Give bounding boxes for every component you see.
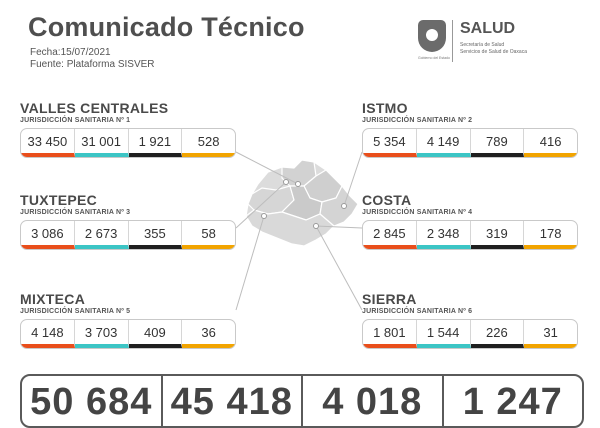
value-2: 1 544 [416, 320, 471, 348]
total-4: 1 247 [462, 381, 563, 423]
region-jurisdiction: JURISDICCIÓN SANITARIA Nº 6 [362, 308, 473, 315]
region-name: COSTA [362, 192, 412, 208]
region-jurisdiction: JURISDICCIÓN SANITARIA Nº 2 [362, 117, 473, 124]
region-tuxtepec: TUXTEPEC JURISDICCIÓN SANITARIA Nº 3 3 0… [20, 193, 236, 250]
value-4: 36 [182, 320, 235, 348]
value-4: 178 [524, 221, 577, 249]
region-name: TUXTEPEC [20, 192, 98, 208]
region-values: 33 450 31 001 1 921 528 [20, 128, 236, 158]
total-1: 50 684 [22, 376, 163, 426]
value-1: 33 450 [21, 129, 75, 157]
value-3: 319 [470, 221, 525, 249]
map-shape [245, 159, 359, 247]
region-istmo: ISTMO JURISDICCIÓN SANITARIA Nº 2 5 354 … [362, 101, 578, 158]
region-jurisdiction: JURISDICCIÓN SANITARIA Nº 1 [20, 117, 131, 124]
value-4: 416 [524, 129, 577, 157]
region-sierra: SIERRA JURISDICCIÓN SANITARIA Nº 6 1 801… [362, 292, 578, 349]
value-3: 409 [128, 320, 183, 348]
region-values: 5 354 4 149 789 416 [362, 128, 578, 158]
oaxaca-map [235, 151, 363, 311]
region-jurisdiction: JURISDICCIÓN SANITARIA Nº 5 [20, 308, 131, 315]
region-values: 2 845 2 348 319 178 [362, 220, 578, 250]
report-source: Fuente: Plataforma SISVER [30, 59, 155, 70]
region-name: VALLES CENTRALES [20, 100, 169, 116]
region-name: ISTMO [362, 100, 408, 116]
value-1: 5 354 [363, 129, 417, 157]
value-1: 4 148 [21, 320, 75, 348]
region-jurisdiction: JURISDICCIÓN SANITARIA Nº 4 [362, 209, 473, 216]
region-name: SIERRA [362, 291, 417, 307]
salud-wordmark: SALUD [460, 20, 516, 37]
map-markers [261, 179, 347, 229]
value-2: 2 348 [416, 221, 471, 249]
salud-subtitle: Secretaría de Salud [460, 42, 505, 48]
value-2: 31 001 [74, 129, 129, 157]
region-values: 1 801 1 544 226 31 [362, 319, 578, 349]
salud-subtitle-2: Servicios de Salud de Oaxaca [460, 49, 527, 55]
value-3: 355 [128, 221, 183, 249]
value-4: 528 [182, 129, 235, 157]
value-1: 3 086 [21, 221, 75, 249]
connector-lines [235, 151, 363, 311]
region-values: 4 148 3 703 409 36 [20, 319, 236, 349]
total-2: 45 418 [163, 376, 303, 426]
report-date: Fecha:15/07/2021 [30, 47, 111, 58]
region-costa: COSTA JURISDICCIÓN SANITARIA Nº 4 2 845 … [362, 193, 578, 250]
region-values: 3 086 2 673 355 58 [20, 220, 236, 250]
total-3: 4 018 [303, 376, 444, 426]
page-title: Comunicado Técnico [28, 12, 305, 42]
region-jurisdiction: JURISDICCIÓN SANITARIA Nº 3 [20, 209, 131, 216]
region-mixteca: MIXTECA JURISDICCIÓN SANITARIA Nº 5 4 14… [20, 292, 236, 349]
region-name: MIXTECA [20, 291, 86, 307]
salud-logo: Gobierno del Estado SALUD Secretaría de … [418, 18, 568, 64]
value-1: 1 801 [363, 320, 417, 348]
state-shield-icon [418, 20, 446, 52]
value-3: 226 [470, 320, 525, 348]
value-2: 2 673 [74, 221, 129, 249]
value-4: 31 [524, 320, 577, 348]
value-2: 3 703 [74, 320, 129, 348]
value-4: 58 [182, 221, 235, 249]
value-3: 1 921 [128, 129, 183, 157]
logo-divider [452, 20, 453, 62]
totals-bar: 50 684 45 418 4 018 1 247 [20, 374, 584, 428]
state-caption: Gobierno del Estado [418, 56, 450, 60]
value-1: 2 845 [363, 221, 417, 249]
value-3: 789 [470, 129, 525, 157]
value-2: 4 149 [416, 129, 471, 157]
region-valles-centrales: VALLES CENTRALES JURISDICCIÓN SANITARIA … [20, 101, 236, 158]
